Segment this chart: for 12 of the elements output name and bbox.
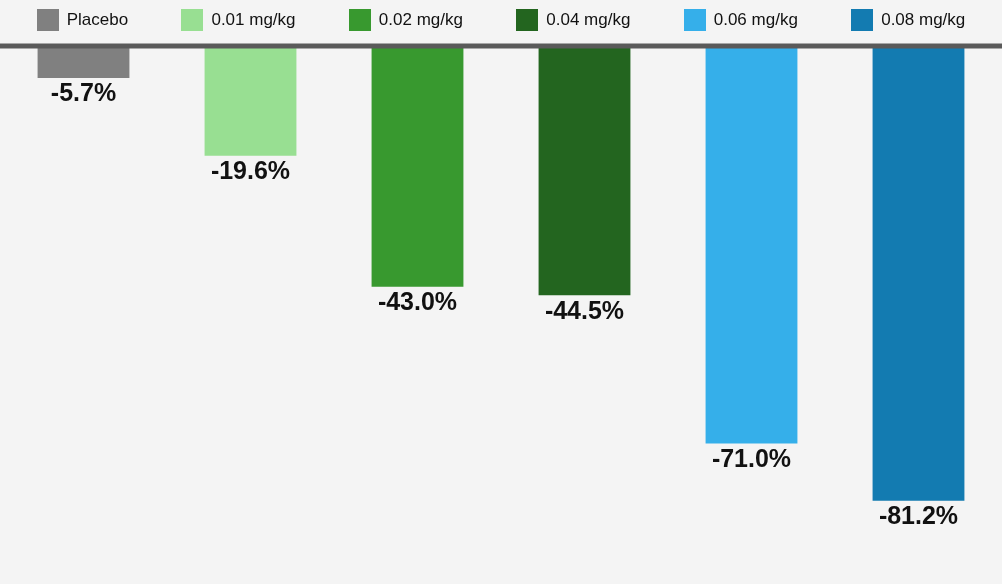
data-label: -43.0% [377,287,458,316]
x-tick-label: Placebo [66,10,129,30]
data-label: -5.7% [50,78,117,107]
x-tick-label: 0.04 mg/kg [546,10,631,30]
data-label: -19.6% [210,156,291,185]
data-label: -44.5% [544,295,625,324]
data-label: -71.0% [711,443,792,472]
x-tick-label: 0.08 mg/kg [881,10,966,30]
x-tick-label: 0.02 mg/kg [378,10,463,30]
data-label: -81.2% [878,501,959,530]
x-tick-label: 0.06 mg/kg [713,10,798,30]
x-tick-label: 0.01 mg/kg [211,10,296,30]
